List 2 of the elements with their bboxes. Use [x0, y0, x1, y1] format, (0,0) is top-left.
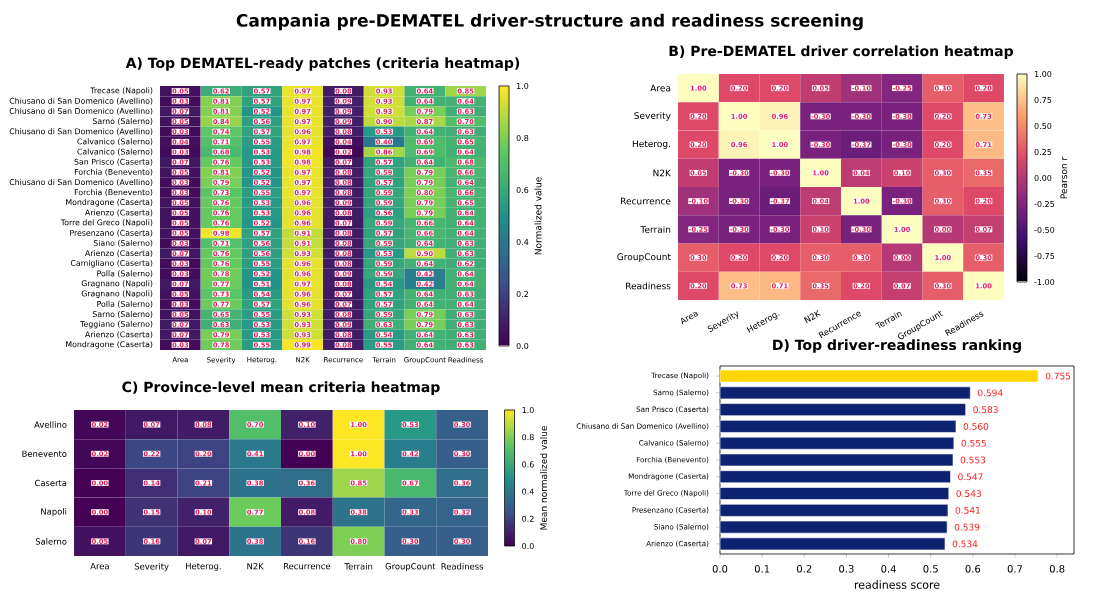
bar: [719, 487, 950, 500]
text: Campania pre-DEMATEL driver-structure and readiness screening: [236, 13, 863, 31]
